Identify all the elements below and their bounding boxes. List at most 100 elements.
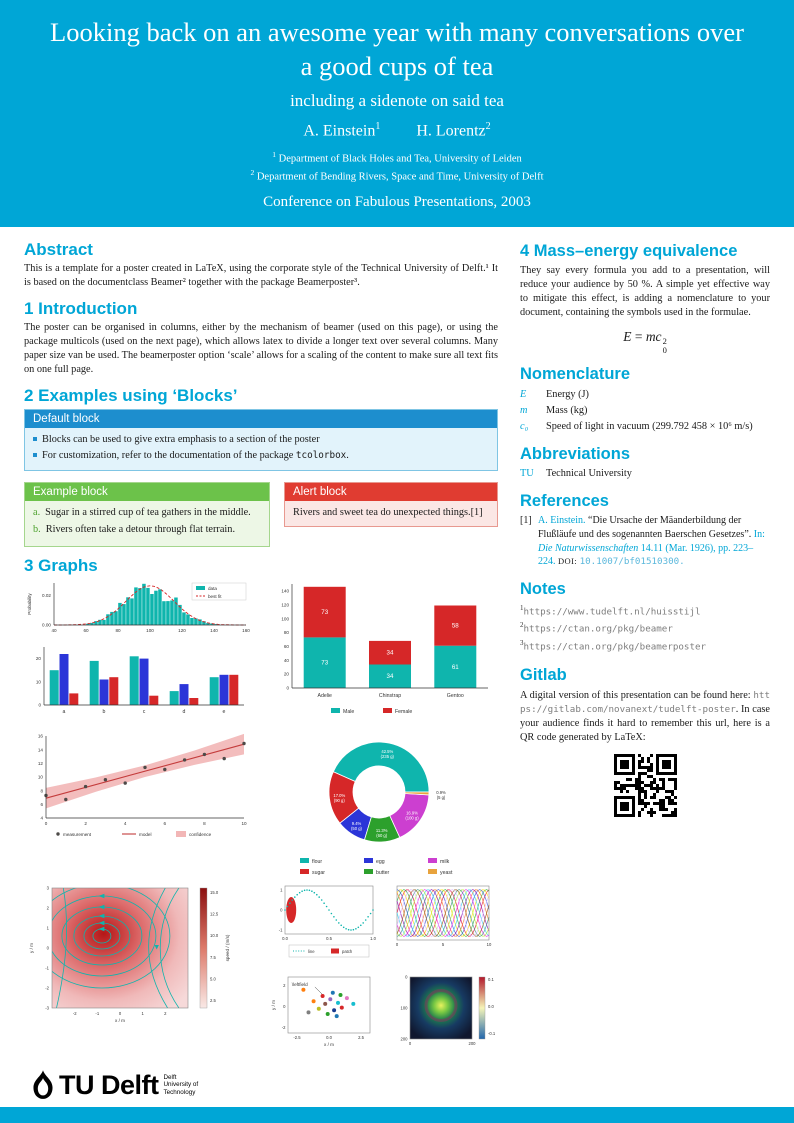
svg-text:80: 80: [115, 628, 121, 633]
logo-wordmark: TU Delft: [59, 1069, 159, 1100]
author: A. Einstein1: [303, 121, 381, 140]
abbreviations-heading: Abbreviations: [520, 444, 631, 463]
svg-text:120: 120: [178, 628, 186, 633]
poster-title: Looking back on an awesome year with man…: [50, 17, 744, 81]
svg-text:2: 2: [47, 906, 50, 911]
note-link[interactable]: https://www.tudelft.nl/huisstijl: [523, 605, 701, 617]
svg-text:flour: flour: [312, 859, 322, 865]
svg-text:y / m: y / m: [271, 1000, 276, 1010]
svg-text:-3: -3: [45, 1006, 49, 1011]
default-block: Default block Blocks can be used to give…: [24, 408, 498, 472]
svg-text:4: 4: [40, 816, 43, 821]
svg-text:Female: Female: [395, 709, 412, 715]
conference-line: Conference on Fabulous Presentations, 20…: [263, 193, 531, 210]
svg-text:0.9%: 0.9%: [436, 790, 446, 795]
footer-bar: [0, 1107, 794, 1123]
svg-text:b: b: [103, 709, 106, 715]
example-block-body: a. Sugar in a stirred cup of tea gathers …: [25, 501, 269, 547]
svg-text:egg: egg: [376, 859, 385, 865]
svg-text:34: 34: [387, 650, 394, 657]
note-link[interactable]: https://ctan.org/pkg/beamerposter: [523, 641, 707, 653]
svg-text:speed / (m/s): speed / (m/s): [225, 934, 230, 961]
svg-text:2.5: 2.5: [210, 998, 216, 1003]
svg-text:0.0: 0.0: [488, 1004, 494, 1009]
svg-text:0: 0: [286, 686, 289, 691]
svg-text:-2.5: -2.5: [293, 1035, 301, 1040]
svg-text:x / m: x / m: [115, 1018, 125, 1023]
scatter-chart: \leftfield -2.5 0.0 2.5 2 0 -2 x / m y / m: [268, 972, 380, 1060]
svg-text:1: 1: [142, 1011, 145, 1016]
list-item: Blocks can be used to give extra emphasi…: [33, 433, 489, 447]
svg-text:(50 g): (50 g): [351, 826, 363, 831]
svg-text:-0.1: -0.1: [488, 1031, 496, 1036]
svg-text:10: 10: [487, 942, 492, 947]
block-row: Example block a. Sugar in a stirred cup o…: [24, 478, 498, 548]
package-name: tcolorbox: [295, 449, 347, 461]
example-block: Example block a. Sugar in a stirred cup o…: [24, 482, 270, 548]
svg-text:a: a: [63, 709, 66, 715]
svg-text:140: 140: [281, 589, 289, 594]
gitlab-heading: Gitlab: [520, 666, 567, 685]
abbreviation-entry: TU Technical University: [520, 468, 632, 480]
svg-text:34: 34: [387, 673, 394, 680]
tudelft-flame-icon: [33, 1070, 53, 1099]
svg-text:1.0: 1.0: [370, 936, 376, 941]
gitlab-text: A digital version of this presentation c…: [520, 689, 770, 744]
svg-text:160: 160: [242, 628, 250, 633]
svg-text:1: 1: [280, 888, 283, 893]
svg-text:10: 10: [241, 821, 247, 826]
svg-text:(100 g): (100 g): [405, 816, 419, 821]
svg-text:3: 3: [47, 886, 50, 891]
svg-text:6: 6: [40, 802, 43, 807]
svg-text:-2: -2: [45, 986, 49, 991]
svg-text:Gentoo: Gentoo: [447, 693, 464, 699]
graphs-grid: 40 60 80 100 120 140 160 0.00 0.02 Probability…: [24, 578, 498, 1060]
svg-text:Male: Male: [343, 709, 354, 715]
svg-text:20: 20: [284, 672, 290, 677]
affiliation: 2 Department of Bending Rivers, Space an…: [250, 168, 544, 183]
svg-text:milk: milk: [440, 859, 450, 865]
svg-text:0: 0: [409, 1041, 412, 1046]
doi-link[interactable]: 10.1007/bf01510300.: [579, 556, 685, 568]
svg-text:8: 8: [40, 789, 43, 794]
svg-text:10.0: 10.0: [210, 933, 219, 938]
svg-text:16: 16: [38, 734, 44, 739]
svg-text:0: 0: [396, 942, 399, 947]
svg-text:40: 40: [284, 658, 290, 663]
svg-text:7.5: 7.5: [210, 955, 216, 960]
svg-text:0: 0: [38, 703, 41, 708]
svg-text:Chinstrap: Chinstrap: [379, 693, 401, 699]
grouped-bar-chart: a b c d e 0 10 20: [24, 642, 252, 724]
svg-text:12.5: 12.5: [210, 912, 219, 917]
stacked-bar-chart: 73 73 Adelie 34 34 Chinstrap 61 58 Gentoo 0 20 40 60…: [262, 578, 496, 726]
svg-text:73: 73: [321, 660, 328, 667]
svg-text:y / m: y / m: [29, 943, 34, 953]
affiliation: 1 Department of Black Holes and Tea, Uni…: [272, 149, 522, 165]
graphs-heading: 3 Graphs: [24, 556, 98, 576]
note-link[interactable]: https://ctan.org/pkg/beamer: [523, 623, 673, 635]
svg-text:15.0: 15.0: [210, 890, 219, 895]
authors-line: A. Einstein1 H. Lorentz2: [46, 121, 748, 140]
author: H. Lorentz2: [416, 121, 491, 140]
svg-text:0.00: 0.00: [42, 623, 51, 628]
poster-subtitle: including a sidenote on said tea: [290, 91, 504, 111]
svg-text:1: 1: [47, 926, 50, 931]
reference-item: [1] A. Einstein. “Die Ursache der Mäande…: [520, 514, 765, 568]
svg-text:-2: -2: [282, 1025, 286, 1030]
svg-text:73: 73: [321, 609, 328, 616]
svg-text:\leftfield: \leftfield: [292, 982, 308, 987]
svg-text:5.0: 5.0: [210, 977, 216, 982]
svg-text:Adelie: Adelie: [317, 693, 332, 699]
list-item: For customization, refer to the document…: [33, 449, 489, 463]
mass-energy-heading: 4 Mass–energy equivalence: [520, 241, 738, 260]
poster-header: Looking back on an awesome year with man…: [0, 0, 794, 227]
svg-text:0: 0: [47, 946, 50, 951]
svg-text:c: c: [143, 709, 146, 715]
poster-body: Abstract This is a template for a poster…: [0, 227, 794, 1065]
alert-block-title: Alert block: [285, 483, 497, 502]
svg-text:2: 2: [84, 821, 87, 826]
introduction-heading: 1 Introduction: [24, 298, 138, 318]
gitlab-link[interactable]: https://gitlab.com/novanext/tudelft-post…: [520, 689, 770, 715]
svg-text:confidence: confidence: [189, 832, 212, 837]
svg-text:e: e: [223, 709, 226, 715]
